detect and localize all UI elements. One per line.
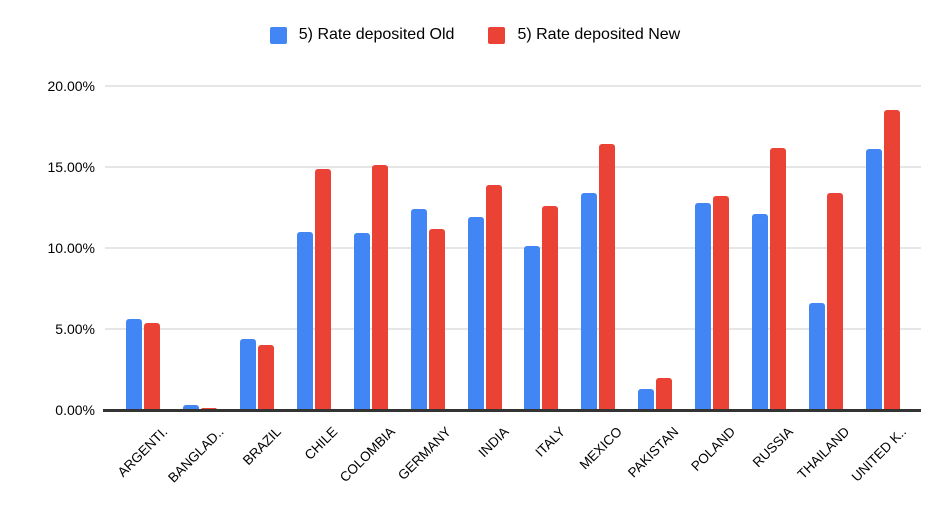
- bar-old-banglad: [183, 405, 200, 410]
- legend-item-old: 5) Rate deposited Old: [269, 26, 455, 44]
- bar-new-poland: [713, 196, 729, 410]
- bar-new-thailand: [826, 192, 843, 410]
- x-axis-line: [103, 409, 921, 412]
- bar-old-india: [467, 217, 484, 410]
- bar-old-russia: [751, 213, 768, 410]
- x-axis-category-label: PAKISTAN: [625, 424, 682, 481]
- bar-old-thailand: [808, 303, 825, 410]
- gridline-15: [105, 166, 921, 168]
- bar-old-italy: [524, 246, 541, 410]
- x-axis-category-label: ARGENTI.: [114, 424, 171, 480]
- gridline-5: [105, 328, 921, 330]
- bar-new-brazil: [258, 345, 275, 410]
- legend-label-old: 5) Rate deposited Old: [298, 26, 455, 43]
- bar-new-germany: [428, 228, 445, 410]
- x-axis-category-label: GERMANY: [395, 424, 455, 483]
- x-axis-category-label: RUSSIA: [749, 424, 796, 471]
- gridline-20: [105, 85, 921, 87]
- y-axis-tick-label: 15.00%: [47, 159, 95, 175]
- bar-new-italy: [542, 205, 559, 410]
- bar-old-pakistan: [638, 388, 655, 410]
- bar-new-pakistan: [656, 377, 673, 410]
- chart-legend: 5) Rate deposited Old 5) Rate deposited …: [0, 26, 950, 44]
- x-axis-category-label: CHILE: [301, 424, 341, 463]
- bar-old-poland: [695, 202, 711, 410]
- bar-old-colombia: [353, 233, 370, 410]
- legend-item-new: 5) Rate deposited New: [488, 26, 680, 44]
- x-axis-category-label: MEXICO: [576, 424, 625, 473]
- bar-old-chile: [297, 231, 313, 410]
- bar-new-argenti: [144, 322, 161, 410]
- bar-old-germany: [410, 209, 427, 410]
- x-axis-category-label: ITALY: [532, 424, 569, 460]
- x-axis-category-label: BANGLAD..: [165, 424, 227, 486]
- x-axis-category-label: INDIA: [475, 424, 512, 461]
- y-axis-tick-label: 10.00%: [47, 240, 95, 256]
- bar-new-mexico: [599, 144, 616, 410]
- bar-old-mexico: [581, 192, 598, 410]
- bar-old-unitedk: [865, 149, 882, 410]
- gridline-10: [105, 247, 921, 249]
- bar-new-india: [485, 184, 502, 410]
- bar-new-unitedk: [883, 110, 900, 410]
- legend-swatch-old-icon: [269, 26, 287, 44]
- legend-label-new: 5) Rate deposited New: [517, 26, 681, 43]
- bar-new-russia: [769, 147, 786, 410]
- bar-new-chile: [315, 168, 331, 410]
- bar-new-colombia: [371, 165, 388, 410]
- x-axis-category-label: THAILAND: [794, 424, 853, 482]
- y-axis-tick-label: 0.00%: [55, 402, 95, 418]
- y-axis-tick-label: 5.00%: [55, 321, 95, 337]
- legend-swatch-new-icon: [488, 26, 506, 44]
- bar-old-brazil: [240, 338, 257, 410]
- x-axis-category-label: BRAZIL: [239, 424, 284, 469]
- bar-old-argenti: [126, 319, 143, 410]
- x-axis-category-label: POLAND: [688, 424, 739, 474]
- y-axis-tick-label: 20.00%: [47, 78, 95, 94]
- x-axis-category-label: COLOMBIA: [336, 424, 398, 485]
- x-axis-category-label: UNITED K..: [848, 424, 910, 485]
